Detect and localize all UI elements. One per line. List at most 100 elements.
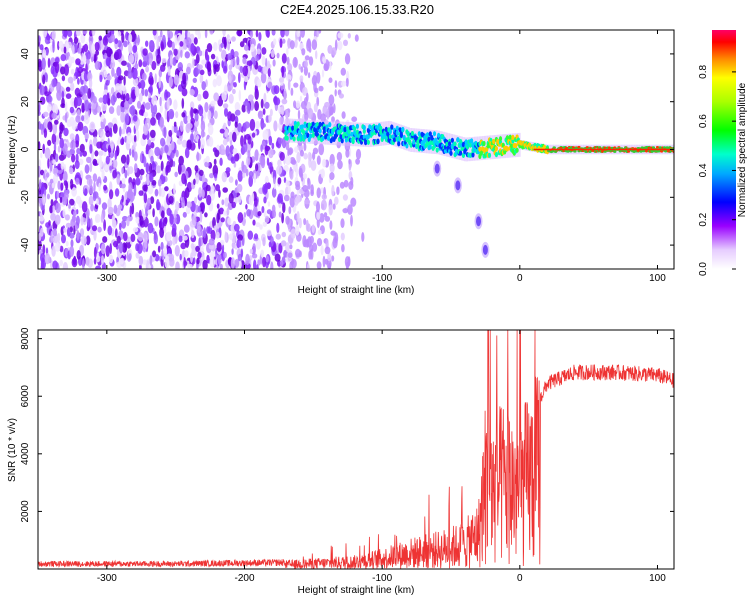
spectrogram-noise-cell bbox=[82, 45, 85, 54]
spectrogram-noise-cell bbox=[297, 109, 301, 120]
spectrogram-noise-cell bbox=[257, 110, 263, 120]
spectrogram-noise-cell bbox=[63, 227, 67, 233]
spectrogram-noise-cell bbox=[104, 30, 111, 34]
spectrogram-noise-cell bbox=[163, 217, 167, 227]
spectrogram-noise-cell bbox=[173, 124, 178, 133]
spectrogram-noise-cell bbox=[103, 118, 107, 125]
spectrogram-noise-cell bbox=[147, 185, 154, 195]
spectrogram-noise-cell bbox=[283, 177, 287, 184]
spectrogram-noise-cell bbox=[121, 85, 126, 92]
spectrogram-noise-cell bbox=[55, 153, 59, 163]
spectrogram-noise-cell bbox=[308, 56, 314, 66]
spectrogram-y-ticks: -40 -20 0 20 40 bbox=[20, 48, 674, 252]
spectrogram-noise-cell bbox=[50, 213, 56, 221]
spectrogram-noise-cell bbox=[169, 213, 174, 225]
spectrogram-signal-halo bbox=[411, 128, 414, 152]
spectrogram-noise-cell bbox=[42, 30, 48, 38]
spectrogram-noise-cell bbox=[150, 196, 155, 205]
spectrogram-noise-cell bbox=[327, 253, 332, 262]
spectrogram-noise-cell bbox=[285, 109, 289, 119]
spectrogram-noise-cell bbox=[260, 144, 263, 152]
spectrogram-noise-cell bbox=[38, 141, 41, 151]
spectrogram-noise-cell bbox=[266, 229, 272, 237]
spectrogram-noise-cell bbox=[112, 123, 118, 134]
spectrogram-noise-cell bbox=[290, 228, 297, 239]
spectrogram-noise-cell bbox=[213, 173, 218, 179]
spectrogram-noise-cell bbox=[54, 214, 61, 226]
spectrogram-noise-cell bbox=[42, 172, 46, 179]
spectrogram-noise-cell bbox=[91, 225, 98, 232]
spectrogram-noise-cell bbox=[310, 189, 314, 197]
spectrogram-noise-cell bbox=[82, 85, 89, 94]
spectrogram-noise-cell bbox=[145, 40, 149, 47]
spectrogram-noise-cell bbox=[84, 188, 88, 197]
spectrogram-noise-cell bbox=[159, 105, 163, 114]
spectrogram-noise-cell bbox=[281, 212, 284, 224]
spectrogram-noise-cell bbox=[228, 193, 234, 204]
spectrogram-signal-cell bbox=[292, 136, 296, 142]
spectrogram-noise-cell bbox=[247, 230, 254, 240]
spectrogram-noise-cell bbox=[242, 65, 249, 77]
spectrogram-x-tick-label: -100 bbox=[372, 273, 392, 284]
spectrogram-noise-cell bbox=[94, 60, 101, 70]
spectrogram-noise-cell bbox=[192, 257, 196, 265]
spectrogram-signal-cell bbox=[344, 137, 348, 143]
spectrogram-noise-cell bbox=[190, 242, 195, 250]
spectrogram-noise-cell bbox=[300, 66, 304, 73]
spectrogram-noise-cell bbox=[149, 71, 153, 79]
spectrogram-noise-cell bbox=[253, 259, 257, 269]
spectrogram-noise-cell bbox=[307, 151, 312, 161]
spectrogram-noise-cell bbox=[38, 165, 41, 178]
spectrogram-noise-cell bbox=[249, 30, 254, 38]
spectrogram-signal-cell bbox=[388, 134, 392, 140]
spectrogram-noise-cell bbox=[257, 78, 262, 88]
spectrogram-noise-cell bbox=[81, 201, 88, 213]
spectrogram-noise-cell bbox=[244, 121, 250, 129]
spectrogram-noise-cell bbox=[237, 195, 242, 204]
spectrogram-noise-cell bbox=[262, 183, 268, 195]
spectrogram-noise-cell bbox=[250, 43, 256, 53]
spectrogram-signal-cell bbox=[421, 139, 426, 145]
spectrogram-noise-cell bbox=[38, 232, 42, 242]
spectrogram-noise-cell bbox=[69, 232, 75, 239]
spectrogram-signal-halo bbox=[459, 136, 462, 160]
spectrogram-noise-cell bbox=[52, 205, 56, 214]
spectrogram-noise-cell bbox=[132, 227, 139, 233]
spectrogram-noise-cell bbox=[108, 189, 114, 200]
spectrogram-noise-cell bbox=[304, 111, 309, 122]
spectrogram-noise-cell bbox=[100, 243, 106, 255]
spectrogram-noise-cell bbox=[63, 46, 67, 54]
spectrogram-noise-cell bbox=[157, 245, 161, 253]
spectrogram-noise-cell bbox=[200, 120, 206, 132]
spectrogram-noise-cell bbox=[56, 190, 60, 199]
spectrogram-noise-cell bbox=[77, 77, 80, 85]
spectrogram-noise-cell bbox=[198, 169, 204, 176]
spectrogram-noise-cell bbox=[62, 143, 68, 156]
spectrogram-noise-cell bbox=[118, 241, 124, 254]
spectrogram-noise-cell bbox=[232, 131, 237, 143]
spectrogram-noise-cell bbox=[125, 93, 130, 102]
spectrogram-noise-cell bbox=[332, 203, 336, 210]
spectrogram-y-tick-label: 0 bbox=[20, 146, 31, 152]
spectrogram-noise-cell bbox=[134, 85, 140, 98]
spectrogram-noise-cell bbox=[334, 80, 338, 89]
spectrogram-noise-cell bbox=[77, 121, 84, 132]
spectrogram-noise-cell bbox=[60, 54, 67, 62]
spectrogram-noise-cell bbox=[238, 239, 242, 248]
spectrogram-noise-cell bbox=[196, 257, 200, 265]
spectrogram-noise-cell bbox=[42, 244, 46, 255]
spectrogram-noise-cell bbox=[124, 169, 128, 179]
spectrogram-noise-cell bbox=[276, 165, 283, 175]
spectrogram-noise-cell bbox=[130, 233, 136, 243]
spectrogram-noise-cell bbox=[311, 39, 318, 51]
spectrogram-noise-cell bbox=[152, 250, 157, 258]
spectrogram-noise-cell bbox=[145, 149, 149, 155]
spectrogram-noise-cell bbox=[58, 154, 65, 161]
spectrogram-noise-cell bbox=[289, 170, 294, 180]
spectrogram-noise-cell bbox=[61, 90, 65, 100]
spectrogram-noise-cell bbox=[164, 89, 169, 101]
spectrogram-noise-cell bbox=[45, 73, 48, 83]
spectrogram-noise-cell bbox=[296, 151, 301, 164]
spectrogram-noise-cell bbox=[239, 41, 245, 48]
